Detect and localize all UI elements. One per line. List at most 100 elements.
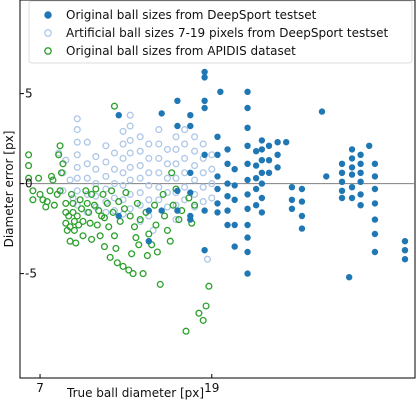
apidis-point: [156, 280, 164, 288]
apidis-point: [49, 176, 57, 184]
apidis-point: [79, 232, 87, 240]
apidis-point: [126, 212, 134, 220]
deepsport-point: [252, 162, 260, 169]
deepsport-point: [217, 88, 224, 96]
apidis-point: [110, 102, 119, 110]
artificial-point: [102, 142, 110, 150]
apidis-point: [163, 226, 171, 234]
artificial-point: [92, 153, 100, 161]
artificial-point: [155, 196, 163, 204]
deepsport-point: [348, 146, 356, 153]
apidis-point: [145, 230, 153, 238]
deepsport-point: [214, 151, 221, 159]
deepsport-point: [282, 139, 290, 146]
deepsport-point: [348, 155, 356, 162]
apidis-point: [39, 196, 47, 204]
apidis-point: [98, 212, 106, 220]
deepsport-point: [201, 74, 208, 81]
deepsport-point: [244, 176, 251, 184]
apidis-point: [57, 169, 66, 177]
artificial-point: [73, 201, 81, 209]
apidis-point: [110, 232, 119, 240]
apidis-point: [202, 302, 210, 310]
apidis-point: [65, 212, 73, 220]
apidis-point: [99, 190, 107, 198]
deepsport-point: [258, 194, 266, 202]
artificial-point: [126, 136, 134, 144]
apidis-point: [122, 189, 130, 197]
deepsport-point: [371, 160, 379, 168]
apidis-point: [62, 199, 70, 207]
deepsport-point: [201, 247, 208, 254]
deepsport-point: [371, 230, 379, 238]
apidis-point: [136, 216, 144, 224]
deepsport-point: [224, 221, 231, 229]
artificial-point: [145, 169, 153, 177]
deepsport-point: [187, 169, 194, 177]
apidis-point: [195, 309, 203, 317]
artificial-point: [181, 196, 189, 204]
artificial-point: [110, 207, 119, 215]
artificial-point: [126, 122, 134, 130]
artificial-point: [199, 183, 207, 191]
artificial-point: [199, 140, 207, 148]
series-artificial: [55, 111, 216, 263]
legend-label-deepsport: Original ball sizes from DeepSport tests…: [66, 8, 317, 22]
deepsport-point: [244, 104, 251, 112]
deepsport-point: [357, 151, 364, 159]
deepsport-point: [115, 212, 122, 220]
legend-label-apidis: Original ball sizes from APIDIS dataset: [66, 44, 296, 58]
artificial-point: [110, 180, 119, 188]
apidis-point: [143, 252, 151, 260]
apidis-point: [77, 205, 86, 213]
artificial-point: [208, 165, 216, 173]
artificial-point: [181, 126, 189, 134]
apidis-point: [56, 187, 64, 195]
apidis-point: [36, 190, 44, 198]
apidis-point: [105, 223, 113, 231]
deepsport-point: [338, 178, 346, 186]
apidis-point: [139, 270, 147, 278]
deepsport-point: [244, 205, 251, 213]
artificial-point: [110, 149, 119, 157]
artificial-point: [191, 162, 199, 170]
apidis-point: [66, 223, 74, 231]
artificial-point: [83, 190, 91, 198]
artificial-point: [126, 163, 134, 171]
deepsport-point: [187, 111, 194, 119]
artificial-point: [73, 115, 81, 123]
artificial-point: [155, 169, 163, 177]
apidis-point: [120, 205, 129, 213]
deepsport-point: [258, 137, 266, 144]
artificial-point: [73, 151, 81, 159]
deepsport-point: [348, 164, 356, 171]
series-deepsport: [115, 68, 409, 281]
deepsport-point: [214, 133, 221, 141]
artificial-point: [145, 181, 153, 189]
deepsport-point: [224, 207, 231, 214]
apidis-point: [108, 187, 116, 195]
deepsport-point: [174, 97, 181, 105]
deepsport-point: [214, 173, 221, 180]
artificial-point: [73, 126, 81, 134]
apidis-point: [69, 199, 77, 207]
deepsport-point: [231, 196, 238, 204]
artificial-point: [83, 160, 91, 168]
artificial-point: [149, 226, 157, 234]
deepsport-point: [371, 173, 379, 180]
artificial-point: [163, 189, 171, 197]
apidis-point: [29, 187, 37, 195]
deepsport-point: [214, 209, 221, 216]
deepsport-point: [244, 88, 251, 96]
artificial-point: [66, 176, 74, 184]
artificial-point: [208, 180, 216, 188]
deepsport-point: [214, 200, 221, 207]
legend-marker-deepsport: [44, 11, 52, 19]
artificial-point: [155, 183, 163, 191]
deepsport-point: [288, 196, 296, 204]
apidis-point: [25, 151, 33, 159]
deepsport-point: [258, 146, 266, 153]
apidis-point: [95, 207, 103, 215]
deepsport-point: [258, 157, 266, 164]
deepsport-point: [338, 187, 346, 195]
